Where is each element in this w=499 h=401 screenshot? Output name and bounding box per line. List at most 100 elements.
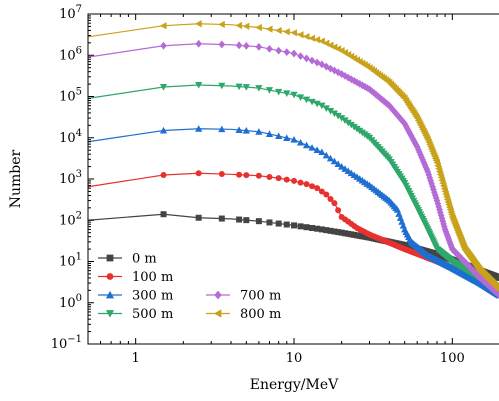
- series-marker: [338, 70, 345, 78]
- series-marker: [283, 48, 291, 57]
- legend-item-800-m: 800 m: [206, 307, 281, 322]
- series-marker: [309, 224, 316, 231]
- series-marker: [331, 200, 338, 207]
- series-marker: [275, 88, 283, 96]
- series-marker: [195, 125, 203, 132]
- legend-item-500-m: 500 m: [98, 307, 173, 322]
- series-marker: [283, 176, 290, 183]
- series-marker: [159, 83, 168, 91]
- series-marker: [330, 110, 339, 118]
- series-marker: [297, 52, 304, 60]
- series-marker: [353, 78, 361, 87]
- series-marker: [497, 274, 499, 281]
- legend-swatch-marker: [105, 310, 115, 318]
- series-marker: [363, 84, 371, 92]
- series-marker: [195, 39, 202, 48]
- series-marker: [291, 177, 297, 184]
- series-marker: [359, 81, 366, 90]
- series-marker: [425, 170, 433, 179]
- series-500-m: [88, 82, 499, 299]
- legend-item-0-m: 0 m: [98, 252, 157, 267]
- series-marker: [334, 160, 342, 167]
- legend-label: 0 m: [132, 252, 157, 267]
- series-marker: [283, 134, 291, 141]
- legend-swatch-marker: [214, 290, 222, 300]
- series-marker: [302, 141, 311, 149]
- series-marker: [302, 96, 311, 104]
- legend-swatch-marker: [106, 273, 114, 280]
- series-marker: [265, 25, 273, 33]
- series-marker: [195, 82, 203, 89]
- y-tick-label: 100: [59, 293, 82, 311]
- series-marker: [290, 136, 298, 143]
- series-marker: [338, 229, 345, 236]
- legend-item-300-m: 300 m: [98, 289, 173, 304]
- series-marker: [255, 23, 262, 32]
- series-marker: [309, 183, 316, 190]
- series-marker: [405, 127, 412, 135]
- series-marker: [218, 20, 225, 29]
- y-tick-label: 101: [59, 252, 82, 270]
- legend-label: 100 m: [132, 270, 173, 285]
- series-marker: [361, 82, 369, 91]
- series-marker: [255, 128, 263, 135]
- series-marker: [160, 211, 167, 218]
- series-marker: [159, 22, 167, 30]
- y-tick-label: 10−1: [51, 334, 82, 352]
- series-marker: [496, 292, 499, 299]
- series-marker: [275, 132, 283, 140]
- series-marker: [313, 100, 321, 108]
- series-marker: [235, 126, 243, 134]
- series-marker: [322, 105, 330, 113]
- series-marker: [303, 224, 310, 231]
- series-marker: [318, 148, 326, 156]
- series-marker: [435, 202, 442, 211]
- series-marker: [338, 115, 346, 122]
- series-marker: [283, 221, 290, 228]
- series-300-m: [88, 125, 499, 299]
- series-marker: [374, 92, 382, 101]
- x-tick-label: 1: [132, 351, 140, 366]
- y-tick-label: 102: [59, 210, 82, 228]
- legend-swatch-marker: [105, 290, 115, 299]
- series-marker: [160, 41, 167, 50]
- series-marker: [335, 207, 342, 214]
- legend-item-100-m: 100 m: [98, 270, 173, 285]
- series-marker: [318, 226, 325, 233]
- series-marker: [218, 215, 225, 222]
- series-marker: [341, 71, 349, 80]
- series-marker: [275, 175, 282, 182]
- legend-item-700-m: 700 m: [206, 289, 281, 304]
- series-marker: [255, 42, 263, 51]
- series-marker: [255, 218, 262, 225]
- series-marker: [415, 145, 422, 154]
- series-marker: [427, 176, 434, 185]
- series-marker: [235, 21, 243, 30]
- series-800-m: [88, 20, 499, 292]
- series-marker: [297, 223, 304, 230]
- series-marker: [318, 102, 326, 110]
- series-marker: [327, 227, 334, 234]
- series-marker: [401, 119, 408, 128]
- series-marker: [344, 119, 352, 127]
- series-marker: [342, 230, 349, 237]
- axes-layer: 1 10 100 10−1 100 101 102 103 104 105 106 107: [51, 4, 465, 366]
- series-marker: [318, 60, 326, 69]
- series-marker: [243, 172, 250, 179]
- legend: 0 m 100 m 300 m 500 m 700 m 800 m: [98, 252, 281, 322]
- series-marker: [290, 91, 298, 99]
- series-marker: [322, 151, 330, 159]
- series-marker: [160, 172, 167, 179]
- series-marker: [345, 230, 352, 237]
- series-marker: [242, 127, 250, 134]
- series-marker: [314, 185, 321, 192]
- series-marker: [159, 126, 168, 134]
- series-marker: [243, 217, 250, 224]
- series-marker: [242, 22, 250, 30]
- legend-label: 800 m: [240, 307, 281, 322]
- series-marker: [218, 125, 226, 133]
- series-marker: [318, 188, 325, 195]
- series-marker: [323, 62, 330, 71]
- series-marker: [283, 90, 291, 98]
